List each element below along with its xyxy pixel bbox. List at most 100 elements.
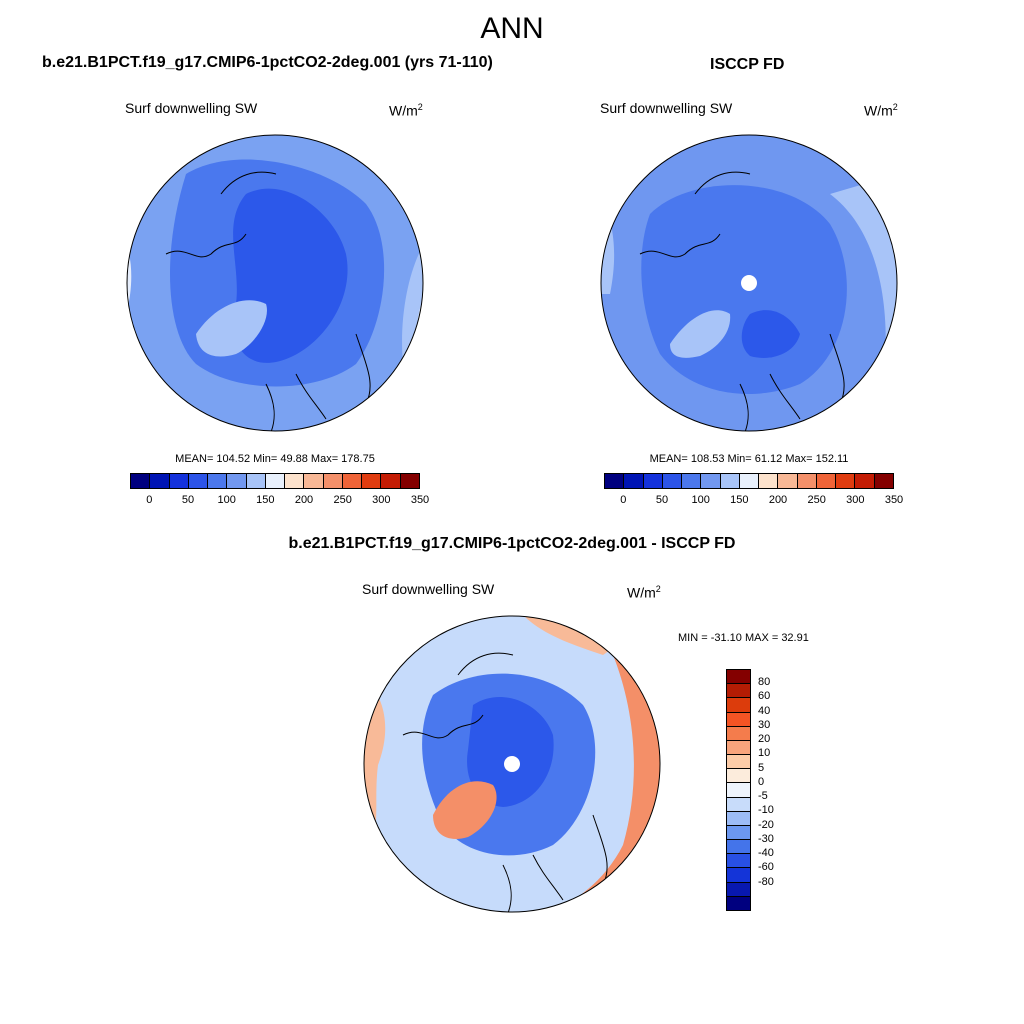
panel3-pole-gap — [504, 756, 520, 772]
panel1-coastline — [165, 171, 371, 431]
panel3-greenland-orange — [433, 781, 497, 839]
colorbar-cell — [727, 698, 750, 713]
colorbar-tick-label: 150 — [256, 494, 275, 506]
colorbar-cell — [727, 726, 750, 741]
colorbar-cell — [727, 896, 750, 910]
colorbar-tick-label: 250 — [333, 494, 352, 506]
colorbar-tick-label: 100 — [691, 494, 710, 506]
colorbar-cell — [169, 474, 189, 488]
colorbar-cell — [662, 474, 683, 488]
colorbar-cell — [727, 684, 750, 699]
panel1-colorbar — [130, 473, 420, 489]
panel3-units: W/m2 — [627, 584, 661, 601]
colorbar-tick-label: 5 — [758, 761, 765, 774]
colorbar-tick-label: -60 — [758, 861, 774, 874]
panel2-units: W/m2 — [864, 102, 898, 119]
panel3-inner-dark — [467, 696, 554, 807]
colorbar-cell — [727, 882, 750, 897]
colorbar-cell — [131, 474, 151, 488]
panel3-coastline — [402, 652, 608, 912]
colorbar-tick-label: -40 — [758, 847, 774, 860]
panel2-pole-gap — [741, 275, 757, 291]
colorbar-cell — [208, 474, 228, 488]
colorbar-tick-label: 200 — [768, 494, 788, 506]
colorbar-cell — [727, 769, 750, 784]
colorbar-cell — [727, 840, 750, 855]
colorbar-cell — [727, 783, 750, 798]
colorbar-tick-label: 300 — [372, 494, 391, 506]
colorbar-cell — [323, 474, 343, 488]
colorbar-tick-label: 50 — [181, 494, 195, 506]
colorbar-cell — [759, 474, 779, 488]
colorbar-tick-label: 100 — [217, 494, 236, 506]
panel2-greenland — [670, 310, 731, 358]
colorbar-tick-label: 250 — [807, 494, 826, 506]
panel3-colorbar — [726, 669, 751, 911]
colorbar-cell — [362, 474, 382, 488]
colorbar-cell — [265, 474, 286, 488]
colorbar-tick-label: 60 — [758, 690, 771, 703]
colorbar-cell — [778, 474, 798, 488]
colorbar-cell — [701, 474, 721, 488]
colorbar-tick-label: 80 — [758, 676, 771, 689]
colorbar-cell — [727, 797, 750, 812]
colorbar-cell — [624, 474, 644, 488]
panel1-colorbar-labels: 0 50 100 150 200 250 300 350 — [130, 494, 429, 508]
colorbar-cell — [727, 825, 750, 841]
colorbar-cell — [727, 712, 750, 727]
colorbar-cell — [304, 474, 324, 488]
panel2-light-band — [601, 174, 897, 431]
colorbar-tick-label: 30 — [758, 718, 771, 731]
panel1-map — [126, 134, 424, 432]
colorbar-tick-label: -20 — [758, 818, 774, 831]
colorbar-cell — [246, 474, 266, 488]
panel3-orange-east — [533, 616, 660, 912]
panel2-mid-region — [641, 185, 847, 394]
colorbar-cell — [727, 854, 750, 869]
colorbar-tick-label: 50 — [655, 494, 669, 506]
colorbar-cell — [605, 474, 625, 488]
colorbar-tick-label: 200 — [294, 494, 314, 506]
colorbar-tick-label: 0 — [758, 775, 765, 788]
colorbar-tick-label: -30 — [758, 832, 774, 845]
colorbar-cell — [739, 474, 760, 488]
colorbar-tick-label: 350 — [410, 494, 430, 506]
panel1-stats: MEAN= 104.52 Min= 49.88 Max= 178.75 — [175, 453, 375, 465]
colorbar-cell — [727, 755, 750, 770]
colorbar-tick-label: 20 — [758, 733, 771, 746]
panel3-stats: MIN = -31.10 MAX = 32.91 — [678, 632, 809, 644]
colorbar-cell — [720, 474, 740, 488]
colorbar-cell — [727, 670, 750, 685]
colorbar-cell — [285, 474, 305, 488]
panel2-title: ISCCP FD — [710, 56, 785, 73]
colorbar-tick-label: -80 — [758, 875, 774, 888]
colorbar-tick-label: 0 — [146, 494, 153, 506]
colorbar-tick-label: 150 — [730, 494, 749, 506]
panel2-coastline — [639, 171, 845, 431]
colorbar-cell — [797, 474, 817, 488]
colorbar-tick-label: -10 — [758, 804, 774, 817]
colorbar-cell — [381, 474, 401, 488]
panel1-greenland — [196, 300, 267, 357]
colorbar-tick-label: 10 — [758, 747, 771, 760]
colorbar-tick-label: 40 — [758, 704, 771, 717]
colorbar-cell — [643, 474, 663, 488]
colorbar-tick-label: 300 — [846, 494, 865, 506]
panel1-units: W/m2 — [389, 102, 423, 119]
colorbar-cell — [855, 474, 875, 488]
colorbar-cell — [727, 868, 750, 883]
colorbar-cell — [400, 474, 419, 488]
colorbar-cell — [150, 474, 170, 488]
panel2-stats: MEAN= 108.53 Min= 61.12 Max= 152.11 — [649, 453, 849, 465]
panel2-colorbar-labels: 0 50 100 150 200 250 300 350 — [604, 494, 903, 508]
colorbar-cell — [727, 811, 750, 826]
colorbar-cell — [836, 474, 856, 488]
panel3-colorbar-labels: 80 60 40 30 20 10 5 0 -5 -10 -20 -30 -40 -60 -80 — [758, 669, 798, 911]
colorbar-tick-label: 0 — [620, 494, 627, 506]
figure-title: ANN — [480, 12, 544, 45]
panel1-field-label: Surf downwelling SW — [125, 100, 258, 116]
panel3-title: b.e21.B1PCT.f19_g17.CMIP6-1pctCO2-2deg.0… — [288, 535, 736, 552]
colorbar-cell — [188, 474, 209, 488]
colorbar-cell — [816, 474, 837, 488]
colorbar-cell — [682, 474, 702, 488]
